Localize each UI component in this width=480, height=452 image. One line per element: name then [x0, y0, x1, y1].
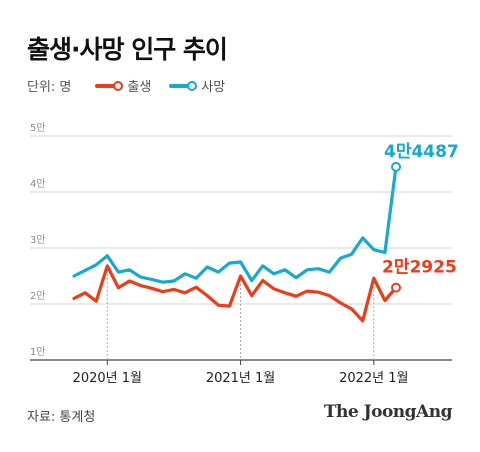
- end-label-deaths: 4만4487: [384, 142, 459, 162]
- legend-label-deaths: 사망: [201, 80, 226, 95]
- legend-marker-deaths: [187, 80, 198, 91]
- series-line-deaths: [72, 165, 398, 284]
- y-tick-label: 3만: [30, 234, 46, 246]
- x-tick-label: 2020년 1월: [73, 371, 142, 386]
- legend: 단위: 명 출생 사망: [27, 76, 243, 95]
- legend-marker-births: [113, 80, 124, 91]
- legend-item-births: 출생: [95, 76, 151, 95]
- end-marker-births: [391, 282, 401, 293]
- series-line-births: [72, 264, 398, 323]
- legend-item-deaths: 사망: [169, 76, 225, 95]
- x-tick-label: 2022년 1월: [339, 371, 408, 386]
- legend-swatch-deaths: [169, 80, 198, 91]
- brand-logo: The JoongAng: [323, 402, 453, 422]
- legend-label-births: 출생: [127, 80, 152, 95]
- chart-title: 출생·사망 인구 추이: [27, 35, 228, 64]
- unit-label: 단위: 명: [27, 80, 72, 95]
- source-note: 자료: 통계청: [27, 410, 96, 425]
- y-tick-label: 2만: [30, 290, 46, 302]
- y-tick-label: 5만: [30, 122, 46, 134]
- y-tick-label: 4만: [30, 178, 46, 190]
- y-tick-label: 1만: [30, 346, 46, 358]
- end-marker-deaths: [391, 161, 401, 172]
- end-label-births: 2만2925: [382, 258, 457, 278]
- x-tick-label: 2021년 1월: [206, 371, 275, 386]
- legend-swatch-births: [95, 80, 124, 91]
